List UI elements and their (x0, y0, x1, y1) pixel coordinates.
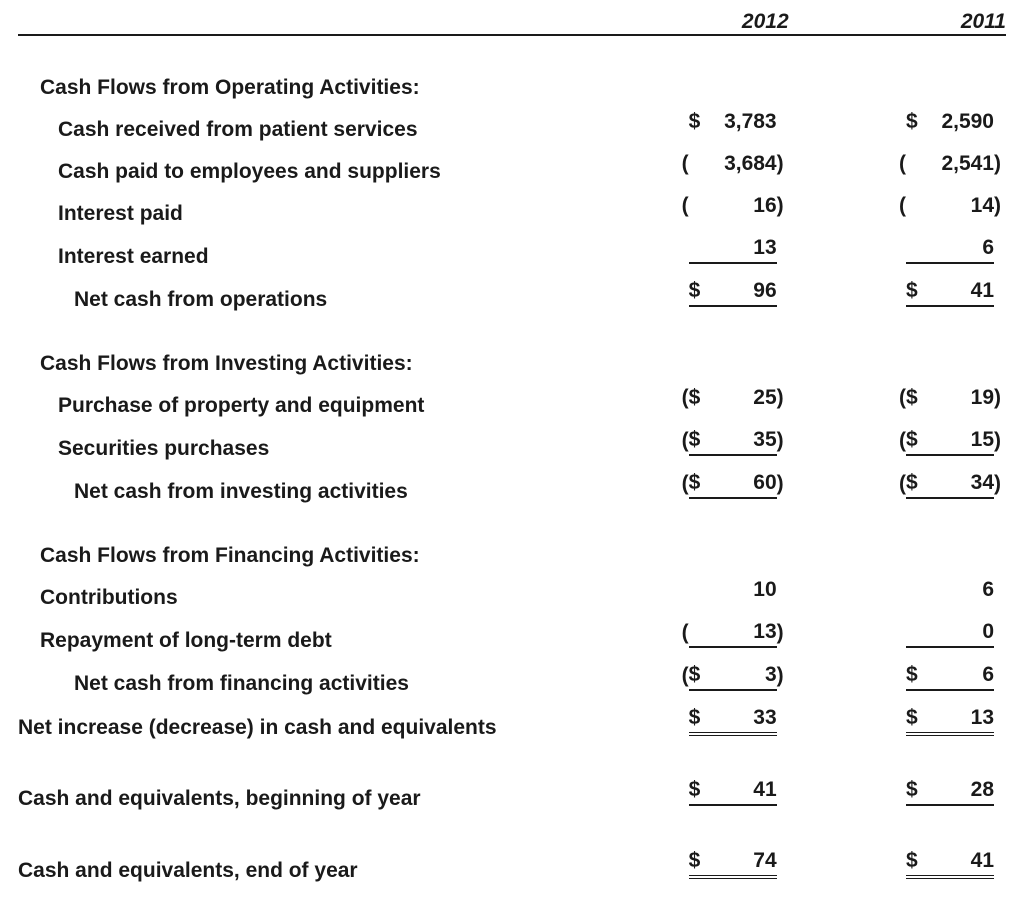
amount-2011: (14) (789, 184, 1006, 226)
amount-2012: $3,783 (571, 100, 788, 142)
row-label: Purchase of property and equipment (18, 376, 571, 418)
amount-2012: $41 (571, 768, 788, 811)
row-label-total: Net cash from financing activities (18, 653, 571, 696)
amount-2011: 6 (789, 226, 1006, 269)
section-title-investing: Cash Flows from Investing Activities: (18, 340, 571, 376)
amount-2011: (2,541) (789, 142, 1006, 184)
amount-2011: 6 (789, 568, 1006, 610)
row-label-total: Net cash from investing activities (18, 461, 571, 504)
row-label-total: Net cash from operations (18, 269, 571, 312)
amount-2012: ($3) (571, 653, 788, 696)
amount-2011: ($19) (789, 376, 1006, 418)
amount-2012: 13 (571, 226, 788, 269)
cash-flow-statement: 2012 2011 Cash Flows from Operating Acti… (18, 10, 1006, 883)
row-label: Cash paid to employees and suppliers (18, 142, 571, 184)
amount-2011: $41 (789, 839, 1006, 883)
column-header-2012: 2012 (571, 10, 788, 35)
row-label-end: Cash and equivalents, end of year (18, 839, 571, 883)
amount-2012: ($60) (571, 461, 788, 504)
amount-2012: $96 (571, 269, 788, 312)
row-label: Cash received from patient services (18, 100, 571, 142)
amount-2011: $28 (789, 768, 1006, 811)
amount-2012: $33 (571, 696, 788, 740)
amount-2011: $13 (789, 696, 1006, 740)
amount-2011: ($34) (789, 461, 1006, 504)
column-header-2011: 2011 (789, 10, 1006, 35)
amount-2011: $6 (789, 653, 1006, 696)
amount-2011: $41 (789, 269, 1006, 312)
row-label-net-change: Net increase (decrease) in cash and equi… (18, 696, 571, 740)
row-label: Contributions (18, 568, 571, 610)
row-label: Interest earned (18, 226, 571, 269)
row-label: Repayment of long-term debt (18, 610, 571, 653)
amount-2011: ($15) (789, 418, 1006, 461)
amount-2012: (3,684) (571, 142, 788, 184)
amount-2012: ($25) (571, 376, 788, 418)
amount-2012: 10 (571, 568, 788, 610)
amount-2011: $2,590 (789, 100, 1006, 142)
amount-2012: (16) (571, 184, 788, 226)
section-title-operating: Cash Flows from Operating Activities: (18, 64, 571, 100)
row-label-begin: Cash and equivalents, beginning of year (18, 768, 571, 811)
amount-2012: (13) (571, 610, 788, 653)
row-label: Securities purchases (18, 418, 571, 461)
amount-2012: $74 (571, 839, 788, 883)
row-label: Interest paid (18, 184, 571, 226)
section-title-financing: Cash Flows from Financing Activities: (18, 532, 571, 568)
amount-2012: ($35) (571, 418, 788, 461)
amount-2011: 0 (789, 610, 1006, 653)
